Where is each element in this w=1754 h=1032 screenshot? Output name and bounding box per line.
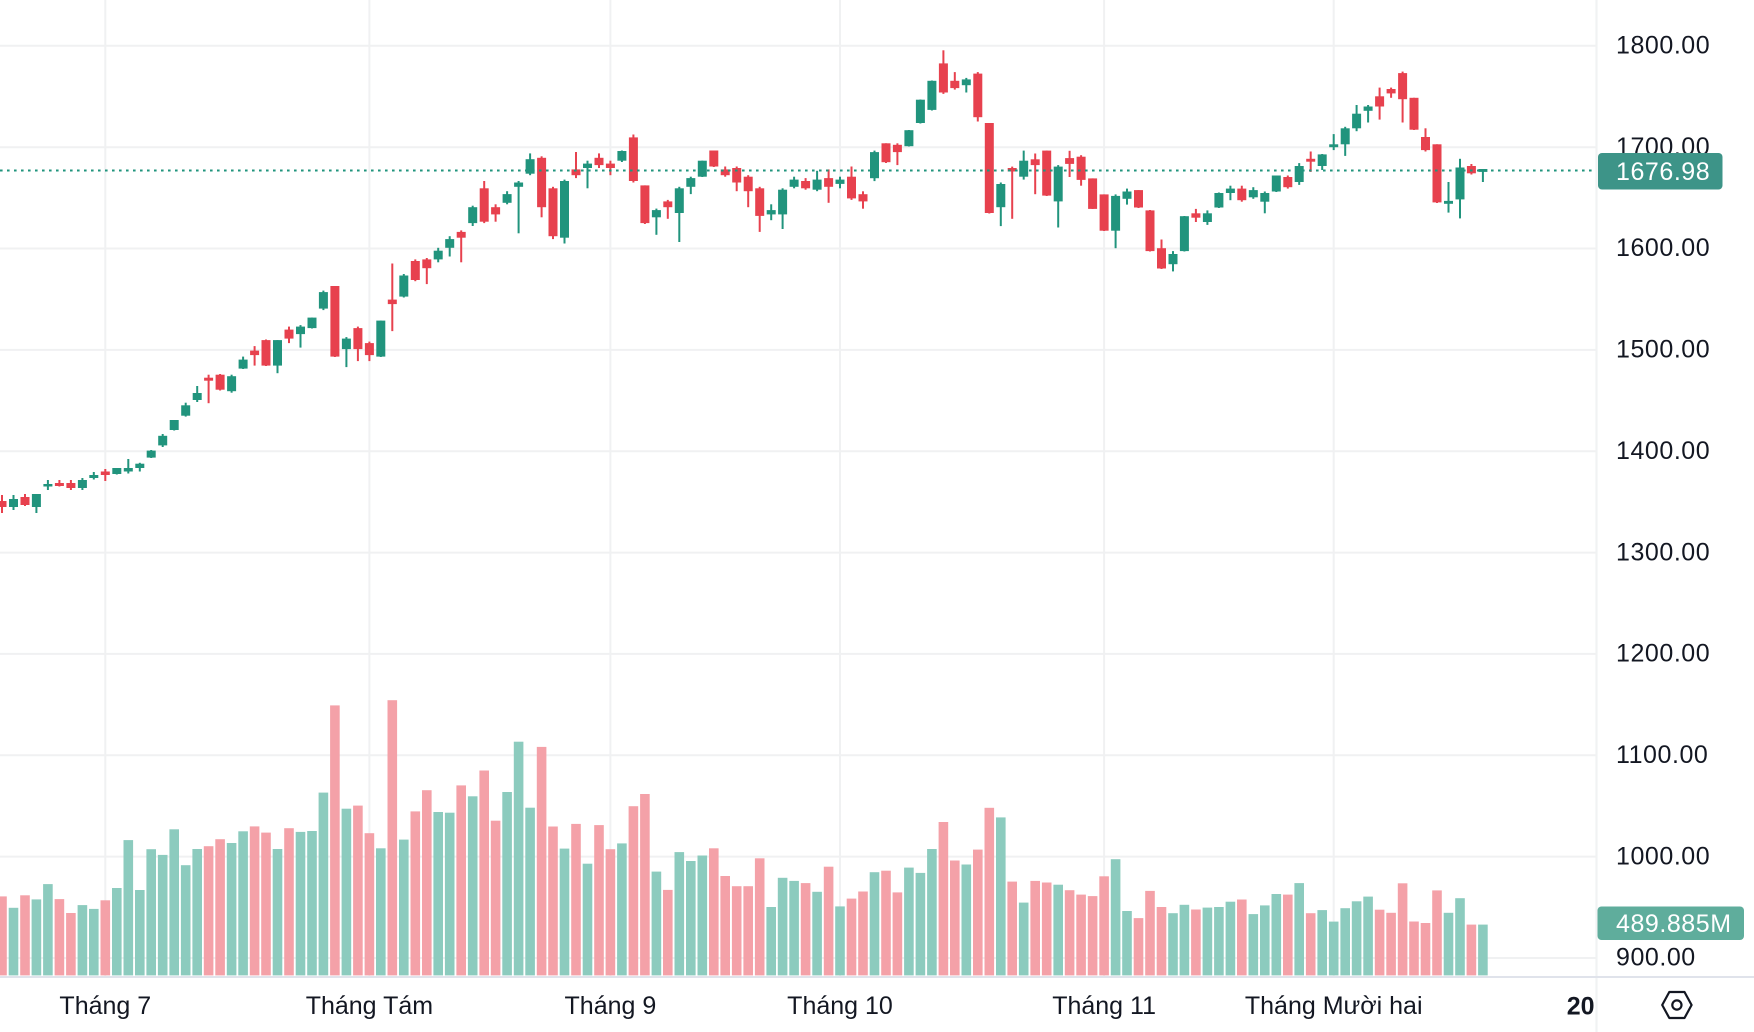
svg-text:Tháng Mười hai: Tháng Mười hai: [1245, 992, 1423, 1020]
svg-text:20: 20: [1567, 993, 1595, 1021]
svg-text:1676.98: 1676.98: [1616, 158, 1710, 186]
svg-text:1500.00: 1500.00: [1616, 336, 1710, 364]
svg-text:1000.00: 1000.00: [1616, 842, 1710, 870]
svg-text:1800.00: 1800.00: [1616, 32, 1710, 60]
svg-text:Tháng Tám: Tháng Tám: [306, 992, 433, 1020]
svg-text:1100.00: 1100.00: [1616, 741, 1708, 769]
svg-text:1300.00: 1300.00: [1616, 538, 1710, 566]
svg-text:489.885M: 489.885M: [1616, 910, 1732, 938]
svg-text:1600.00: 1600.00: [1616, 234, 1710, 262]
svg-text:1400.00: 1400.00: [1616, 437, 1710, 465]
svg-text:Tháng 10: Tháng 10: [787, 992, 893, 1020]
svg-text:Tháng 9: Tháng 9: [565, 992, 657, 1020]
svg-text:Tháng 11: Tháng 11: [1052, 992, 1156, 1020]
svg-text:Tháng 7: Tháng 7: [59, 992, 151, 1020]
svg-text:900.00: 900.00: [1616, 944, 1696, 972]
svg-text:1200.00: 1200.00: [1616, 640, 1710, 668]
